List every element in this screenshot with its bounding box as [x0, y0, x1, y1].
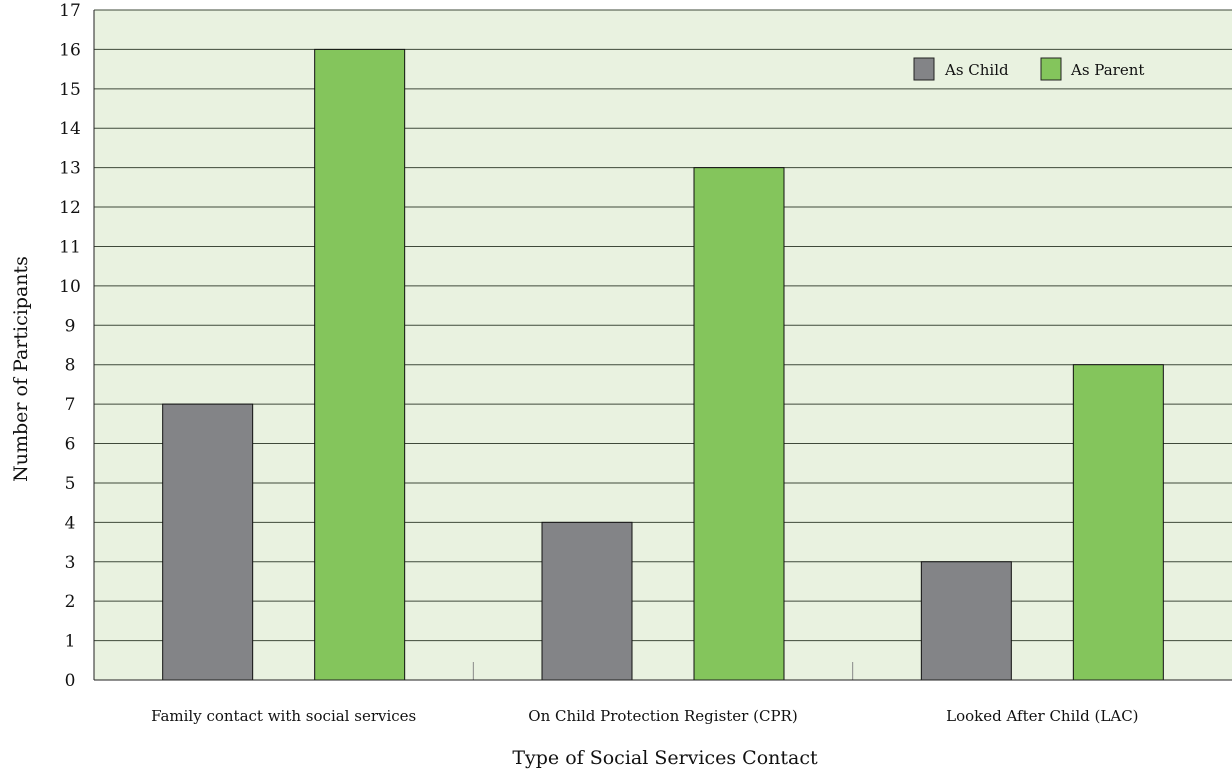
y-tick-label: 1 — [65, 632, 76, 652]
bar-as-parent — [314, 48, 406, 681]
y-tick-label: 5 — [65, 474, 76, 494]
bars — [162, 48, 1164, 681]
plot-background — [94, 10, 1232, 680]
y-tick-label: 3 — [65, 553, 76, 573]
bar-as-child — [162, 403, 254, 681]
y-tick-label: 13 — [59, 159, 81, 179]
y-tick-label: 15 — [59, 80, 81, 100]
y-tick-label: 11 — [59, 237, 81, 257]
y-tick-label: 6 — [65, 435, 76, 455]
bar-as-child — [541, 521, 633, 681]
y-tick-label: 7 — [65, 395, 76, 415]
legend-swatch-as-child — [913, 57, 935, 81]
legend-label-as-parent: As Parent — [1070, 61, 1144, 79]
bar-as-parent — [693, 167, 785, 681]
x-category-label: Family contact with social services — [151, 707, 416, 725]
y-tick-label: 12 — [59, 198, 81, 218]
y-tick-label: 9 — [65, 316, 76, 336]
y-tick-label: 4 — [65, 513, 76, 533]
y-tick-label: 14 — [59, 119, 81, 139]
y-axis-title: Number of Participants — [10, 256, 32, 482]
y-tick-label: 16 — [59, 40, 81, 60]
y-tick-label: 8 — [65, 356, 76, 376]
gridlines — [94, 9, 1232, 642]
x-axis-title: Type of Social Services Contact — [512, 747, 818, 769]
legend: As Child As Parent — [913, 57, 1144, 81]
x-category-label: Looked After Child (LAC) — [946, 707, 1138, 725]
bar-as-parent — [1072, 364, 1164, 681]
legend-swatch-as-parent — [1040, 57, 1062, 81]
y-tick-label: 10 — [59, 277, 81, 297]
y-tick-label: 0 — [65, 671, 76, 691]
bar-as-child — [920, 561, 1012, 681]
legend-label-as-child: As Child — [944, 61, 1009, 79]
y-tick-label: 2 — [65, 592, 76, 612]
y-tick-label: 17 — [59, 1, 81, 21]
x-category-label: On Child Protection Register (CPR) — [528, 707, 797, 725]
x-axis-categories: Family contact with social services On Ch… — [151, 662, 1139, 725]
